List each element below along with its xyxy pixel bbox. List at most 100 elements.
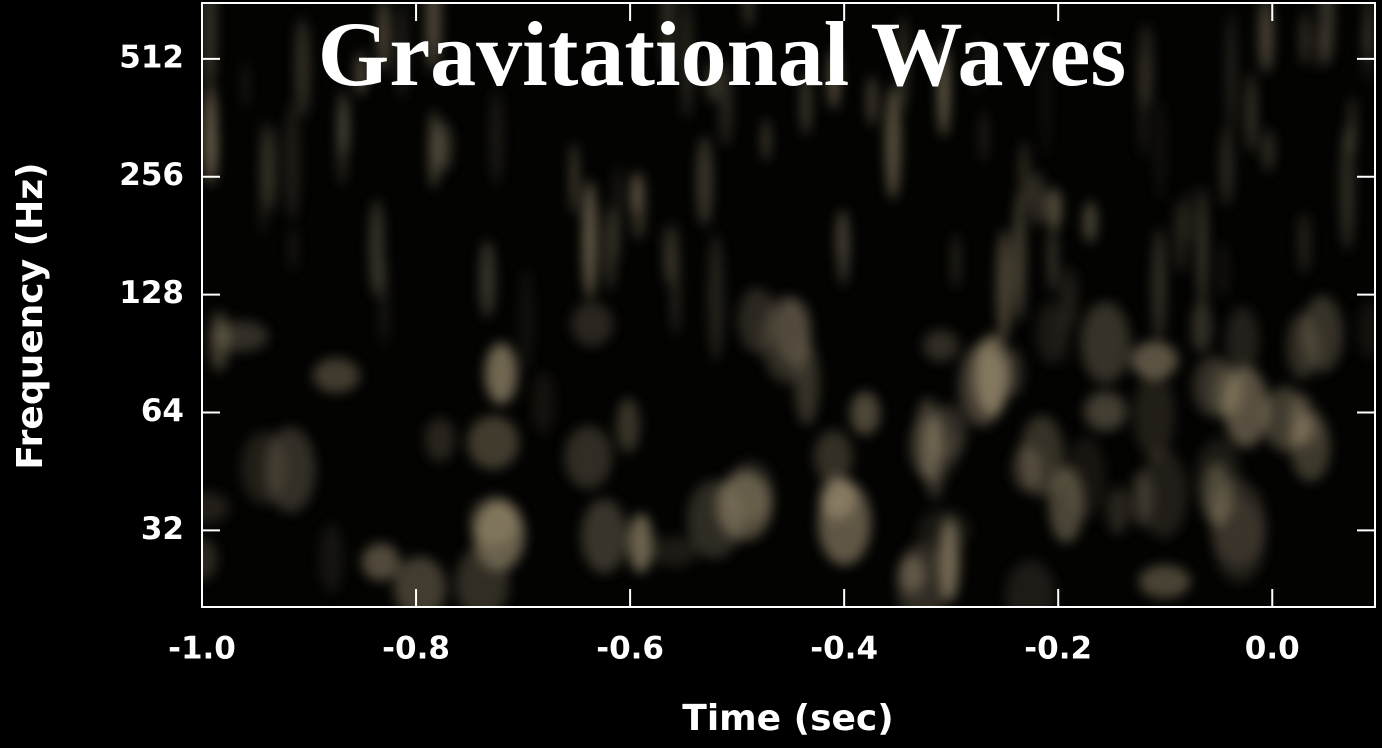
noise-blob (1224, 367, 1269, 447)
x-tick-label: -0.2 (1024, 631, 1092, 667)
noise-blob (1184, 189, 1191, 244)
noise-blob (818, 480, 871, 565)
noise-blob (583, 180, 597, 299)
chart-title: Gravitational Waves (318, 3, 1126, 105)
noise-blob (467, 416, 519, 470)
noise-blob (1005, 560, 1055, 631)
noise-blob (1083, 201, 1097, 243)
noise-blob (1301, 11, 1309, 66)
noise-blob (795, 340, 820, 425)
noise-blob (923, 330, 959, 361)
noise-blob (1220, 127, 1233, 206)
noise-blob (975, 334, 1010, 415)
noise-blob (997, 229, 1012, 342)
noise-blob (455, 547, 508, 620)
noise-blob (1317, 25, 1325, 68)
noise-blob (664, 224, 671, 285)
x-tick-label: 0.0 (1245, 631, 1300, 667)
noise-blob (1262, 129, 1274, 172)
noise-blob (672, 222, 679, 338)
noise-blob (425, 418, 455, 462)
noise-blob (629, 513, 653, 572)
noise-blob (285, 102, 300, 220)
noise-blob (979, 110, 988, 163)
noise-blob (1287, 313, 1318, 379)
noise-blob (1058, 263, 1070, 365)
noise-blob (1155, 97, 1165, 201)
noise-blob (394, 556, 446, 620)
noise-blob (1290, 414, 1330, 481)
noise-blob (1049, 224, 1057, 292)
noise-blob (242, 60, 249, 110)
noise-blob (850, 392, 880, 435)
noise-blob (1019, 140, 1029, 208)
noise-blob (1192, 302, 1212, 353)
noise-blob (953, 233, 959, 289)
noise-blob (1226, 307, 1259, 374)
chart: -1.0 -0.8 -0.6 -0.4 -0.2 0.0 32 64 128 256 512 Gra… (0, 0, 1382, 748)
noise-blob (261, 118, 267, 234)
noise-blob (1139, 565, 1191, 598)
y-tick-label: 64 (141, 393, 184, 429)
noise-blob (204, 86, 216, 185)
noise-blob (1227, 12, 1236, 135)
noise-blob (429, 110, 439, 189)
noise-blob (1047, 188, 1062, 229)
y-tick-label: 128 (119, 275, 184, 311)
noise-blob (1081, 302, 1130, 383)
y-tick-label: 32 (141, 511, 184, 547)
x-tick-label: -0.6 (596, 631, 664, 667)
noise-blob (362, 543, 400, 580)
noise-blob (571, 302, 613, 346)
noise-blob (1152, 228, 1166, 343)
noise-blob (380, 260, 388, 348)
noise-blob (1131, 470, 1153, 527)
noise-blob (708, 233, 724, 361)
noise-blob (613, 162, 621, 260)
y-tick-label: 512 (119, 39, 184, 75)
noise-blob (479, 240, 495, 318)
y-tick-label: 256 (119, 157, 184, 193)
x-tick-label: -1.0 (168, 631, 236, 667)
noise-blob (898, 542, 946, 630)
noise-blob (289, 225, 297, 272)
noise-blob (532, 371, 555, 435)
y-axis-label: Frequency (Hz) (10, 162, 51, 469)
noise-blob (571, 142, 578, 215)
noise-blob (178, 491, 229, 524)
noise-blob (650, 536, 699, 567)
noise-blob (717, 471, 772, 540)
noise-blob (565, 426, 612, 489)
noise-blob (1246, 73, 1257, 153)
noise-blob (485, 343, 518, 404)
noise-blob (1030, 172, 1045, 227)
noise-blob (738, 288, 777, 354)
x-tick-label: -0.4 (810, 631, 878, 667)
noise-blob (1298, 211, 1311, 274)
noise-blob (1198, 186, 1208, 314)
noise-blob (837, 209, 849, 286)
noise-blob (1358, 301, 1382, 360)
noise-blob (697, 136, 712, 226)
noise-blob (1134, 372, 1175, 459)
x-axis-label: Time (sec) (682, 698, 893, 739)
noise-blob (763, 118, 770, 162)
noise-blob (1014, 193, 1025, 322)
noise-blob (438, 122, 452, 171)
noise-blob (1140, 54, 1147, 159)
x-tick-label: -0.8 (382, 631, 450, 667)
noise-blob (266, 427, 316, 512)
noise-blob (319, 522, 344, 593)
noise-blob (1203, 462, 1230, 526)
noise-blob (1219, 241, 1228, 300)
noise-blob (295, 17, 301, 109)
noise-blob (1349, 96, 1355, 155)
noise-blob (1049, 467, 1083, 543)
noise-blob (519, 267, 533, 371)
noise-blob (1106, 486, 1129, 534)
noise-blob (616, 398, 639, 453)
noise-blob (1084, 391, 1127, 430)
noise-blob (914, 397, 940, 480)
noise-blob (313, 358, 360, 393)
noise-blob (209, 311, 229, 372)
